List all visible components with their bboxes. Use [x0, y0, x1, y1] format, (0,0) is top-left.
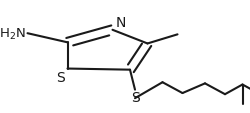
Text: N: N [116, 15, 126, 29]
Text: S: S [130, 90, 140, 104]
Text: S: S [56, 70, 65, 84]
Text: H$_2$N: H$_2$N [0, 26, 26, 41]
